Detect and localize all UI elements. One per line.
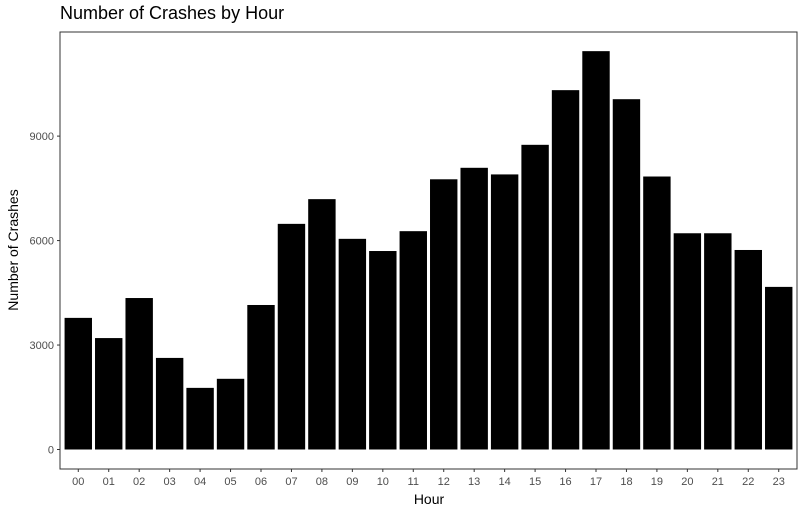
y-tick-label: 3000 [30, 340, 54, 352]
bar-hour-06 [247, 304, 275, 450]
x-tick-label: 11 [408, 476, 419, 488]
bar-hour-08 [308, 199, 336, 450]
x-tick-label: 01 [103, 476, 115, 488]
x-tick-label: 22 [742, 476, 754, 488]
x-tick-label: 00 [72, 476, 84, 488]
bar-hour-21 [704, 233, 732, 450]
x-tick-label: 04 [194, 476, 206, 488]
x-axis-title: Hour [414, 491, 445, 507]
chart-title: Number of Crashes by Hour [60, 3, 285, 23]
bar-hour-11 [399, 231, 427, 450]
bar-hour-10 [369, 251, 397, 450]
x-tick-label: 18 [620, 476, 632, 488]
bar-hour-00 [64, 317, 92, 450]
bar-hour-18 [612, 99, 641, 450]
bar-hour-17 [582, 51, 610, 450]
x-axis: 00 01 02 03 04 05 06 07 08 09 10 11 12 13 14 15 16 17 18 19… [72, 469, 785, 488]
bar-hour-13 [460, 167, 488, 450]
y-tick-label: 0 [48, 445, 54, 457]
bar-hour-14 [490, 174, 519, 450]
x-tick-label: 14 [499, 476, 511, 488]
bar-hour-19 [643, 176, 671, 450]
y-axis: 0 3000 6000 9000 [30, 131, 60, 457]
bars-group [64, 51, 793, 450]
bar-hour-09 [338, 238, 367, 450]
bar-hour-03 [155, 357, 184, 450]
bar-hour-02 [125, 298, 153, 450]
x-tick-label: 02 [133, 476, 145, 488]
x-tick-label: 05 [224, 476, 236, 488]
y-tick-label: 6000 [30, 236, 54, 248]
x-tick-label: 20 [681, 476, 693, 488]
x-tick-label: 15 [529, 476, 541, 488]
x-tick-label: 10 [377, 476, 389, 488]
bar-hour-15 [521, 144, 549, 450]
bar-hour-16 [551, 90, 580, 450]
bar-hour-04 [186, 387, 214, 450]
bar-hour-22 [734, 249, 762, 450]
bar-hour-07 [277, 223, 306, 450]
x-tick-label: 03 [164, 476, 176, 488]
x-tick-label: 07 [285, 476, 297, 488]
x-tick-label: 23 [773, 476, 785, 488]
x-tick-label: 17 [590, 476, 602, 488]
x-tick-label: 12 [438, 476, 450, 488]
x-tick-label: 21 [712, 476, 724, 488]
bar-hour-23 [765, 286, 793, 450]
x-tick-label: 06 [255, 476, 267, 488]
x-tick-label: 09 [346, 476, 358, 488]
bar-hour-01 [95, 338, 123, 450]
bar-hour-05 [216, 378, 245, 450]
bar-hour-20 [673, 233, 702, 450]
y-axis-title: Number of Crashes [5, 189, 21, 310]
bar-hour-12 [430, 179, 458, 450]
y-tick-label: 9000 [30, 131, 54, 143]
x-tick-label: 08 [316, 476, 328, 488]
x-tick-label: 16 [559, 476, 571, 488]
x-tick-label: 13 [468, 476, 480, 488]
x-tick-label: 19 [651, 476, 663, 488]
